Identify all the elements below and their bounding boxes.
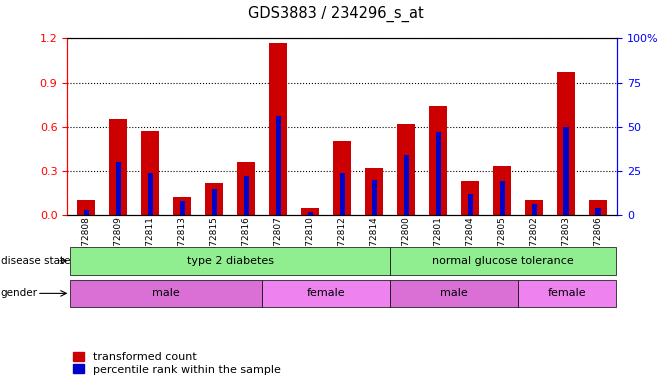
Text: type 2 diabetes: type 2 diabetes [187, 256, 274, 266]
Bar [403, 155, 409, 215]
Bar [595, 208, 601, 215]
Text: gender: gender [1, 288, 38, 298]
Bar [211, 189, 217, 215]
Text: male: male [152, 288, 180, 298]
Bar [238, 162, 255, 215]
Bar [84, 210, 89, 215]
Bar [372, 180, 377, 215]
Bar [180, 201, 185, 215]
Bar [468, 194, 473, 215]
Legend: transformed count, percentile rank within the sample: transformed count, percentile rank withi… [72, 352, 280, 375]
Bar [589, 200, 607, 215]
Bar [340, 173, 345, 215]
Bar [148, 173, 153, 215]
Bar [435, 132, 441, 215]
Bar [109, 119, 127, 215]
Bar [142, 131, 159, 215]
Bar [301, 208, 319, 215]
Bar [462, 181, 479, 215]
Bar [366, 168, 383, 215]
Text: male: male [440, 288, 468, 298]
Bar [531, 204, 537, 215]
Bar [174, 197, 191, 215]
Text: GDS3883 / 234296_s_at: GDS3883 / 234296_s_at [248, 6, 423, 22]
Bar [270, 43, 287, 215]
Bar [276, 116, 281, 215]
Bar [493, 167, 511, 215]
Bar [205, 183, 223, 215]
Text: disease state: disease state [1, 256, 70, 266]
Text: normal glucose tolerance: normal glucose tolerance [432, 256, 574, 266]
Bar [564, 127, 569, 215]
Bar [397, 124, 415, 215]
Bar [558, 72, 575, 215]
Text: female: female [548, 288, 586, 298]
Bar [77, 200, 95, 215]
Bar [499, 182, 505, 215]
Bar [115, 162, 121, 215]
Text: female: female [307, 288, 346, 298]
Bar [333, 141, 351, 215]
Bar [244, 176, 249, 215]
Bar [525, 200, 543, 215]
Bar [307, 212, 313, 215]
Bar [429, 106, 447, 215]
